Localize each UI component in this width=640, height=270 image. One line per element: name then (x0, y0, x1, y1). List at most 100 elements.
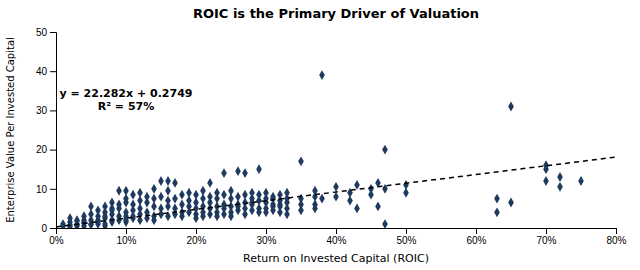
point (81, 217, 87, 227)
point (207, 178, 213, 188)
point (354, 180, 360, 190)
point (242, 190, 248, 200)
x-tick: 60% (466, 228, 486, 246)
y-tick-mark (50, 228, 56, 229)
point (102, 202, 108, 212)
y-tick: 10 (36, 184, 56, 195)
point (165, 176, 171, 186)
x-tick-mark (616, 228, 617, 234)
point (270, 202, 276, 212)
y-tick-mark (50, 150, 56, 151)
point (221, 168, 227, 178)
x-tick-label: 0% (49, 235, 64, 246)
y-tick-label: 30 (36, 105, 48, 116)
point (200, 186, 206, 196)
point (221, 200, 227, 210)
point (263, 188, 269, 198)
x-tick: 70% (536, 228, 556, 246)
point (158, 176, 164, 186)
x-tick-mark (266, 228, 267, 234)
point (382, 219, 388, 228)
x-axis: 0%10%20%30%40%50%60%70%80% (49, 228, 626, 246)
point (137, 188, 143, 198)
point (158, 192, 164, 202)
point (347, 196, 353, 206)
point (130, 200, 136, 210)
x-tick-mark (336, 228, 337, 234)
point (382, 145, 388, 155)
x-tick: 50% (396, 228, 416, 246)
point (221, 209, 227, 219)
point (207, 209, 213, 219)
x-tick-mark (546, 228, 547, 234)
x-tick: 0% (49, 228, 64, 246)
point (165, 186, 171, 196)
point (543, 176, 549, 186)
point (172, 209, 178, 219)
x-tick-label: 30% (256, 235, 276, 246)
regression-line (56, 157, 616, 227)
y-tick-label: 10 (36, 184, 48, 195)
point (165, 196, 171, 206)
point (95, 219, 101, 228)
y-tick: 30 (36, 105, 56, 116)
point (228, 211, 234, 221)
title: ROIC is the Primary Driver of Valuation (193, 6, 479, 21)
y-axis: 01020304050 (36, 27, 57, 234)
point (284, 209, 290, 219)
point (207, 192, 213, 202)
y-tick-mark (50, 32, 56, 33)
point (214, 211, 220, 221)
point (494, 194, 500, 204)
point (172, 178, 178, 188)
x-tick-mark (126, 228, 127, 234)
point (221, 190, 227, 200)
x-tick-label: 50% (396, 235, 416, 246)
point (179, 211, 185, 221)
y-tick: 50 (36, 27, 56, 38)
point (333, 182, 339, 192)
point (130, 190, 136, 200)
x-tick: 80% (606, 228, 626, 246)
point (95, 205, 101, 215)
x-tick-label: 60% (466, 235, 486, 246)
point (116, 200, 122, 210)
point (172, 194, 178, 204)
point (277, 200, 283, 210)
x-tick-label: 70% (536, 235, 556, 246)
point (557, 172, 563, 182)
point (88, 220, 94, 228)
point (298, 205, 304, 215)
point (109, 205, 115, 215)
y-tick: 20 (36, 144, 56, 155)
point (193, 213, 199, 223)
point (403, 188, 409, 198)
point (494, 207, 500, 217)
y-axis-title: Enterprise Value Per Invested Capital (5, 37, 16, 223)
point (151, 215, 157, 225)
x-tick-mark (476, 228, 477, 234)
point (102, 211, 108, 221)
point (179, 190, 185, 200)
point (151, 184, 157, 194)
y-tick-mark (50, 189, 56, 190)
point (102, 221, 108, 228)
y-tick-mark (50, 71, 56, 72)
point (60, 219, 66, 228)
point (193, 190, 199, 200)
point (508, 102, 514, 112)
annotation: y = 22.282x + 0.2749R² = 57% (60, 87, 193, 113)
scatter-series (60, 70, 584, 228)
y-tick-label: 40 (36, 66, 48, 77)
point (508, 198, 514, 208)
y-tick-label: 50 (36, 27, 48, 38)
y-tick-label: 20 (36, 144, 48, 155)
point (214, 188, 220, 198)
point (228, 186, 234, 196)
point (116, 186, 122, 196)
x-tick-label: 20% (186, 235, 206, 246)
y-axis-line (50, 33, 57, 229)
point (67, 213, 73, 223)
point (284, 188, 290, 198)
x-tick-mark (196, 228, 197, 234)
